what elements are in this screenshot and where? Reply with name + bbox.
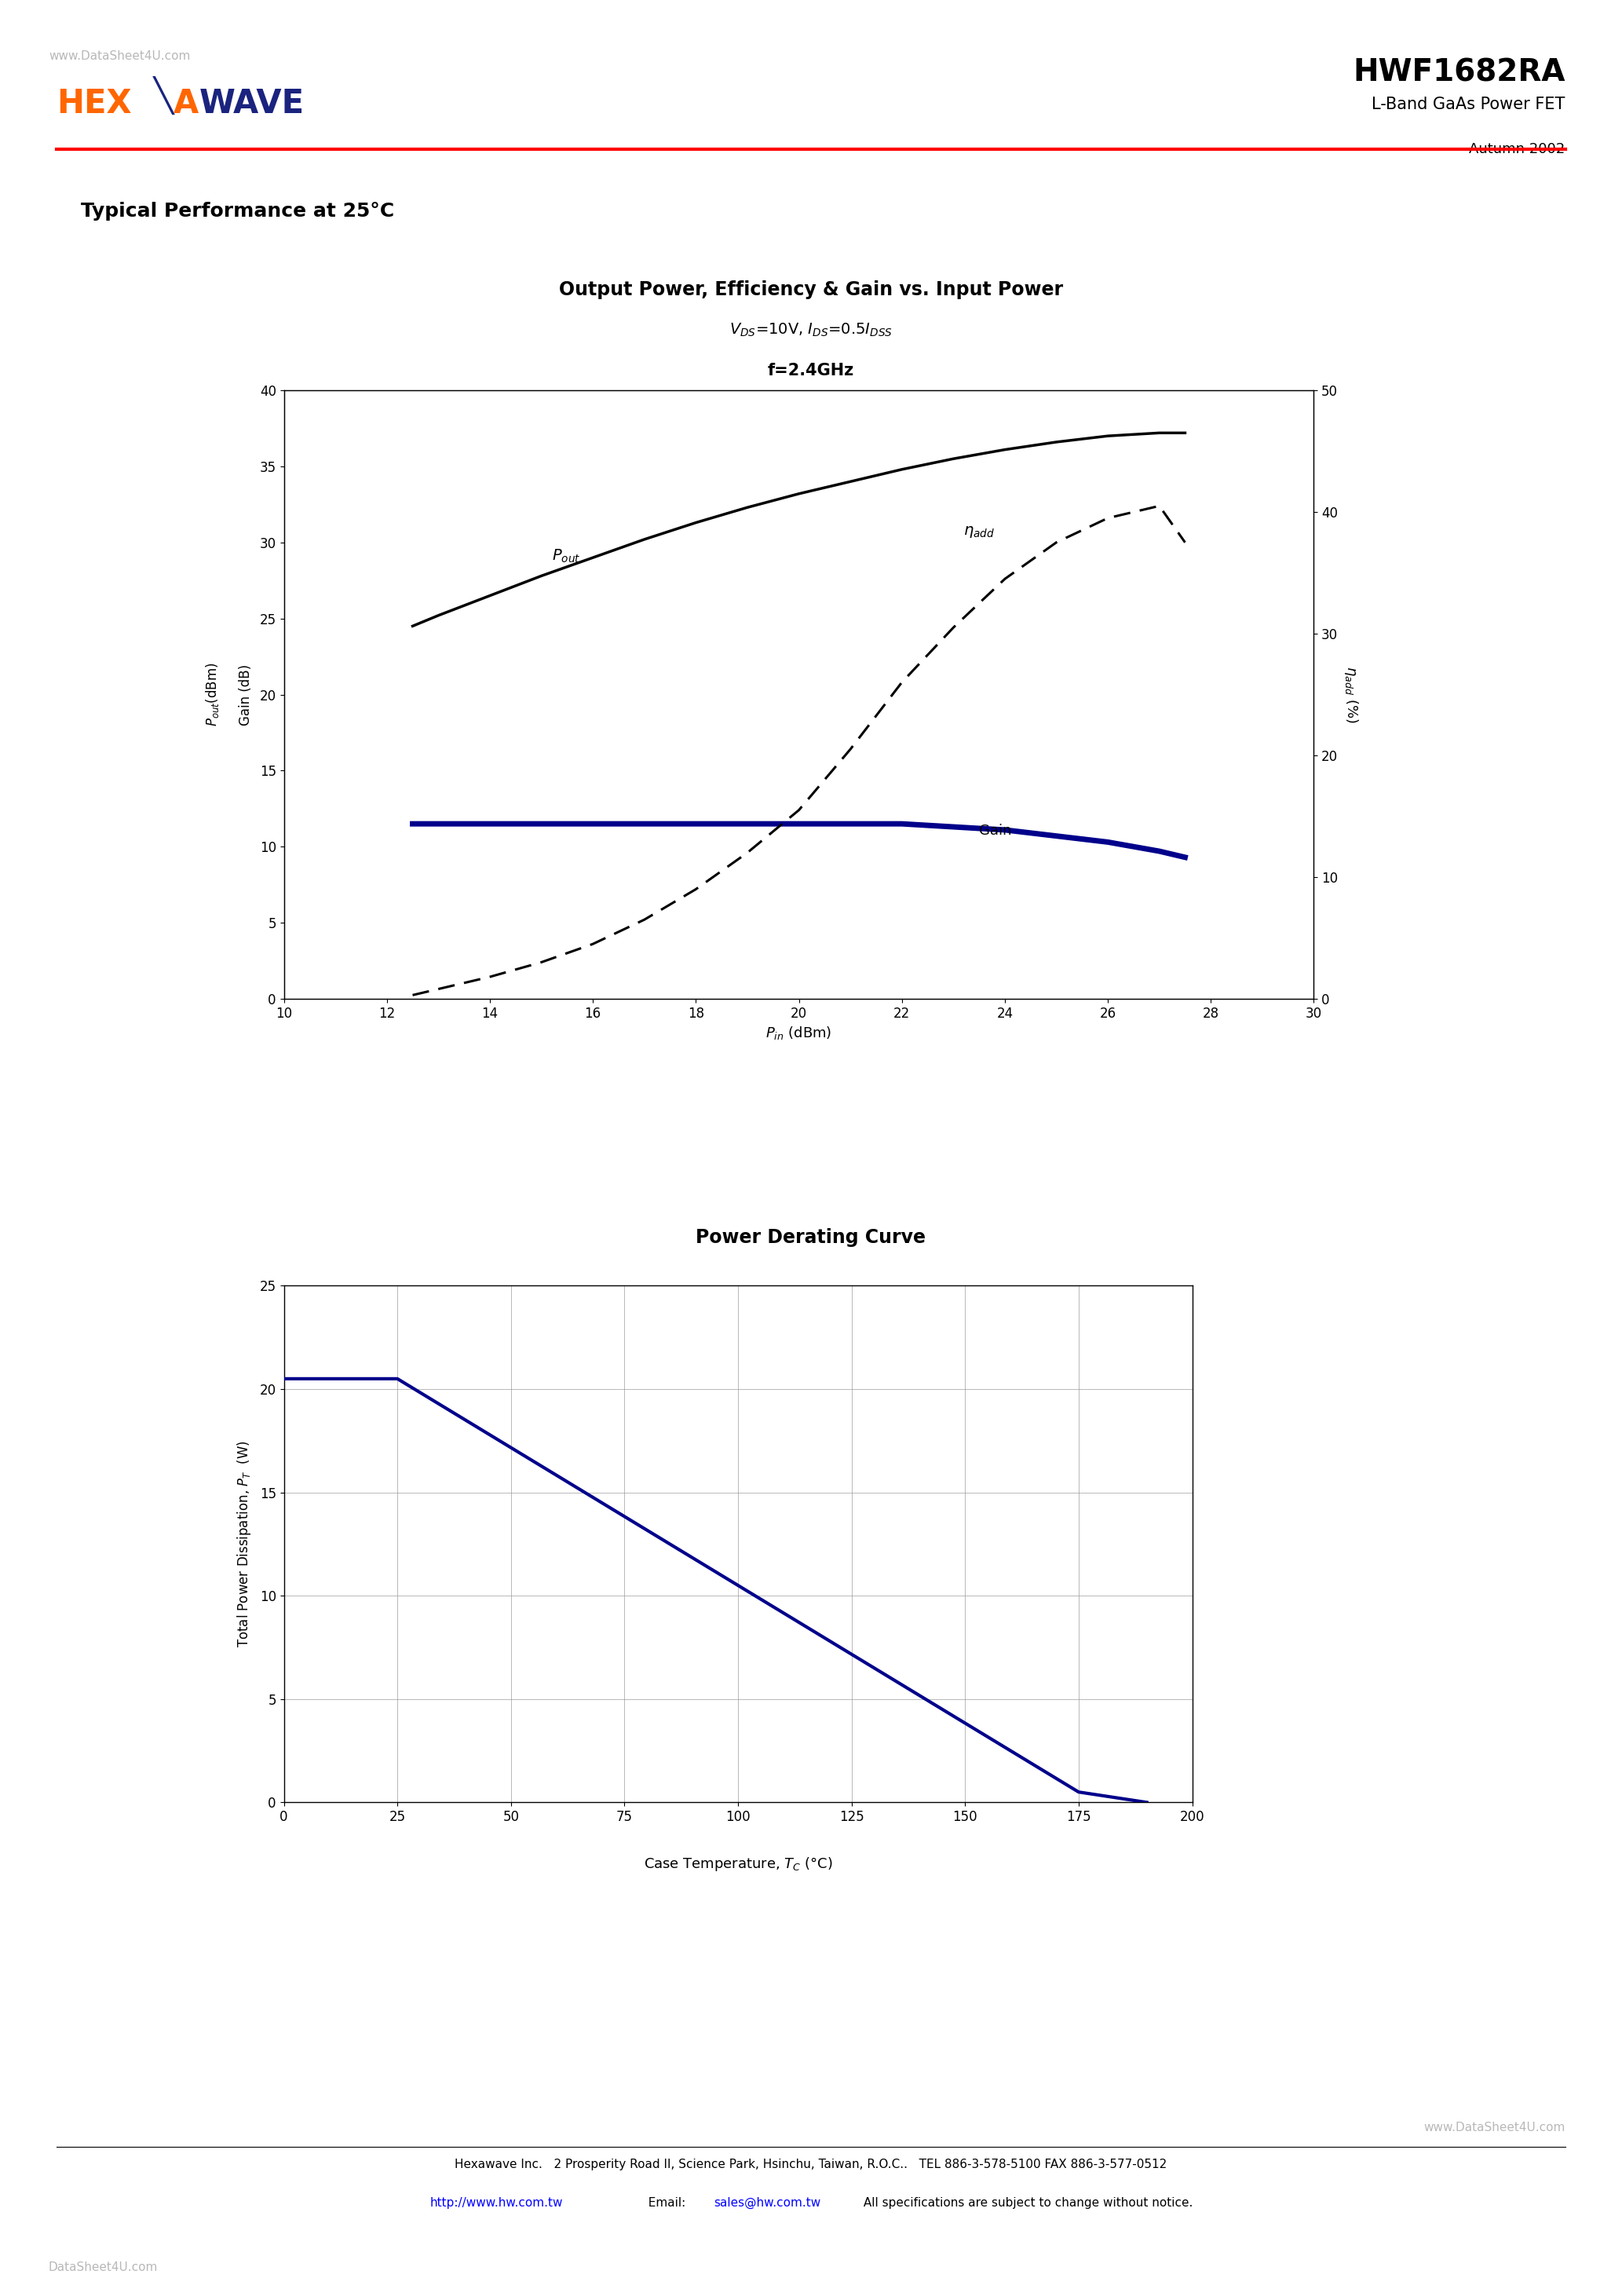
Text: $V_{DS}$=10V, $I_{DS}$=0.5$I_{DSS}$: $V_{DS}$=10V, $I_{DS}$=0.5$I_{DSS}$	[730, 321, 892, 338]
Text: L-Band GaAs Power FET: L-Band GaAs Power FET	[1372, 96, 1565, 113]
Text: WAVE: WAVE	[200, 87, 305, 119]
Text: http://www.hw.com.tw: http://www.hw.com.tw	[430, 2197, 563, 2209]
Text: $P_{out}$: $P_{out}$	[551, 549, 581, 565]
Text: Case Temperature, $T_C$ (°C): Case Temperature, $T_C$ (°C)	[644, 1855, 832, 1874]
Text: All specifications are subject to change without notice.: All specifications are subject to change…	[860, 2197, 1192, 2209]
Text: sales@hw.com.tw: sales@hw.com.tw	[714, 2197, 821, 2209]
Text: Hexawave Inc.   2 Prosperity Road II, Science Park, Hsinchu, Taiwan, R.O.C..   T: Hexawave Inc. 2 Prosperity Road II, Scie…	[454, 2158, 1168, 2170]
Text: www.DataSheet4U.com: www.DataSheet4U.com	[49, 51, 190, 62]
Y-axis label: Total Power Dissipation, $P_T$  (W): Total Power Dissipation, $P_T$ (W)	[235, 1440, 253, 1649]
Text: www.DataSheet4U.com: www.DataSheet4U.com	[1424, 2122, 1565, 2133]
Y-axis label: $P_{out}$(dBm)

Gain (dB): $P_{out}$(dBm) Gain (dB)	[204, 664, 253, 726]
Text: Autumn 2002: Autumn 2002	[1470, 142, 1565, 156]
Text: A: A	[174, 87, 200, 119]
Text: Email:: Email:	[641, 2197, 689, 2209]
Text: $\eta_{add}$: $\eta_{add}$	[963, 523, 996, 540]
Text: Power Derating Curve: Power Derating Curve	[696, 1228, 926, 1247]
Text: ╲: ╲	[154, 78, 174, 115]
Text: f=2.4GHz: f=2.4GHz	[767, 363, 855, 379]
Text: HEX: HEX	[57, 87, 131, 119]
Text: Gain: Gain	[980, 824, 1012, 838]
Y-axis label: $\eta_{add}$ (%): $\eta_{add}$ (%)	[1343, 666, 1359, 723]
X-axis label: $P_{in}$ (dBm): $P_{in}$ (dBm)	[766, 1024, 832, 1042]
Text: HWF1682RA: HWF1682RA	[1353, 57, 1565, 87]
Text: Output Power, Efficiency & Gain vs. Input Power: Output Power, Efficiency & Gain vs. Inpu…	[560, 280, 1062, 298]
Text: Typical Performance at 25°C: Typical Performance at 25°C	[81, 202, 394, 220]
Text: DataSheet4U.com: DataSheet4U.com	[49, 2262, 157, 2273]
